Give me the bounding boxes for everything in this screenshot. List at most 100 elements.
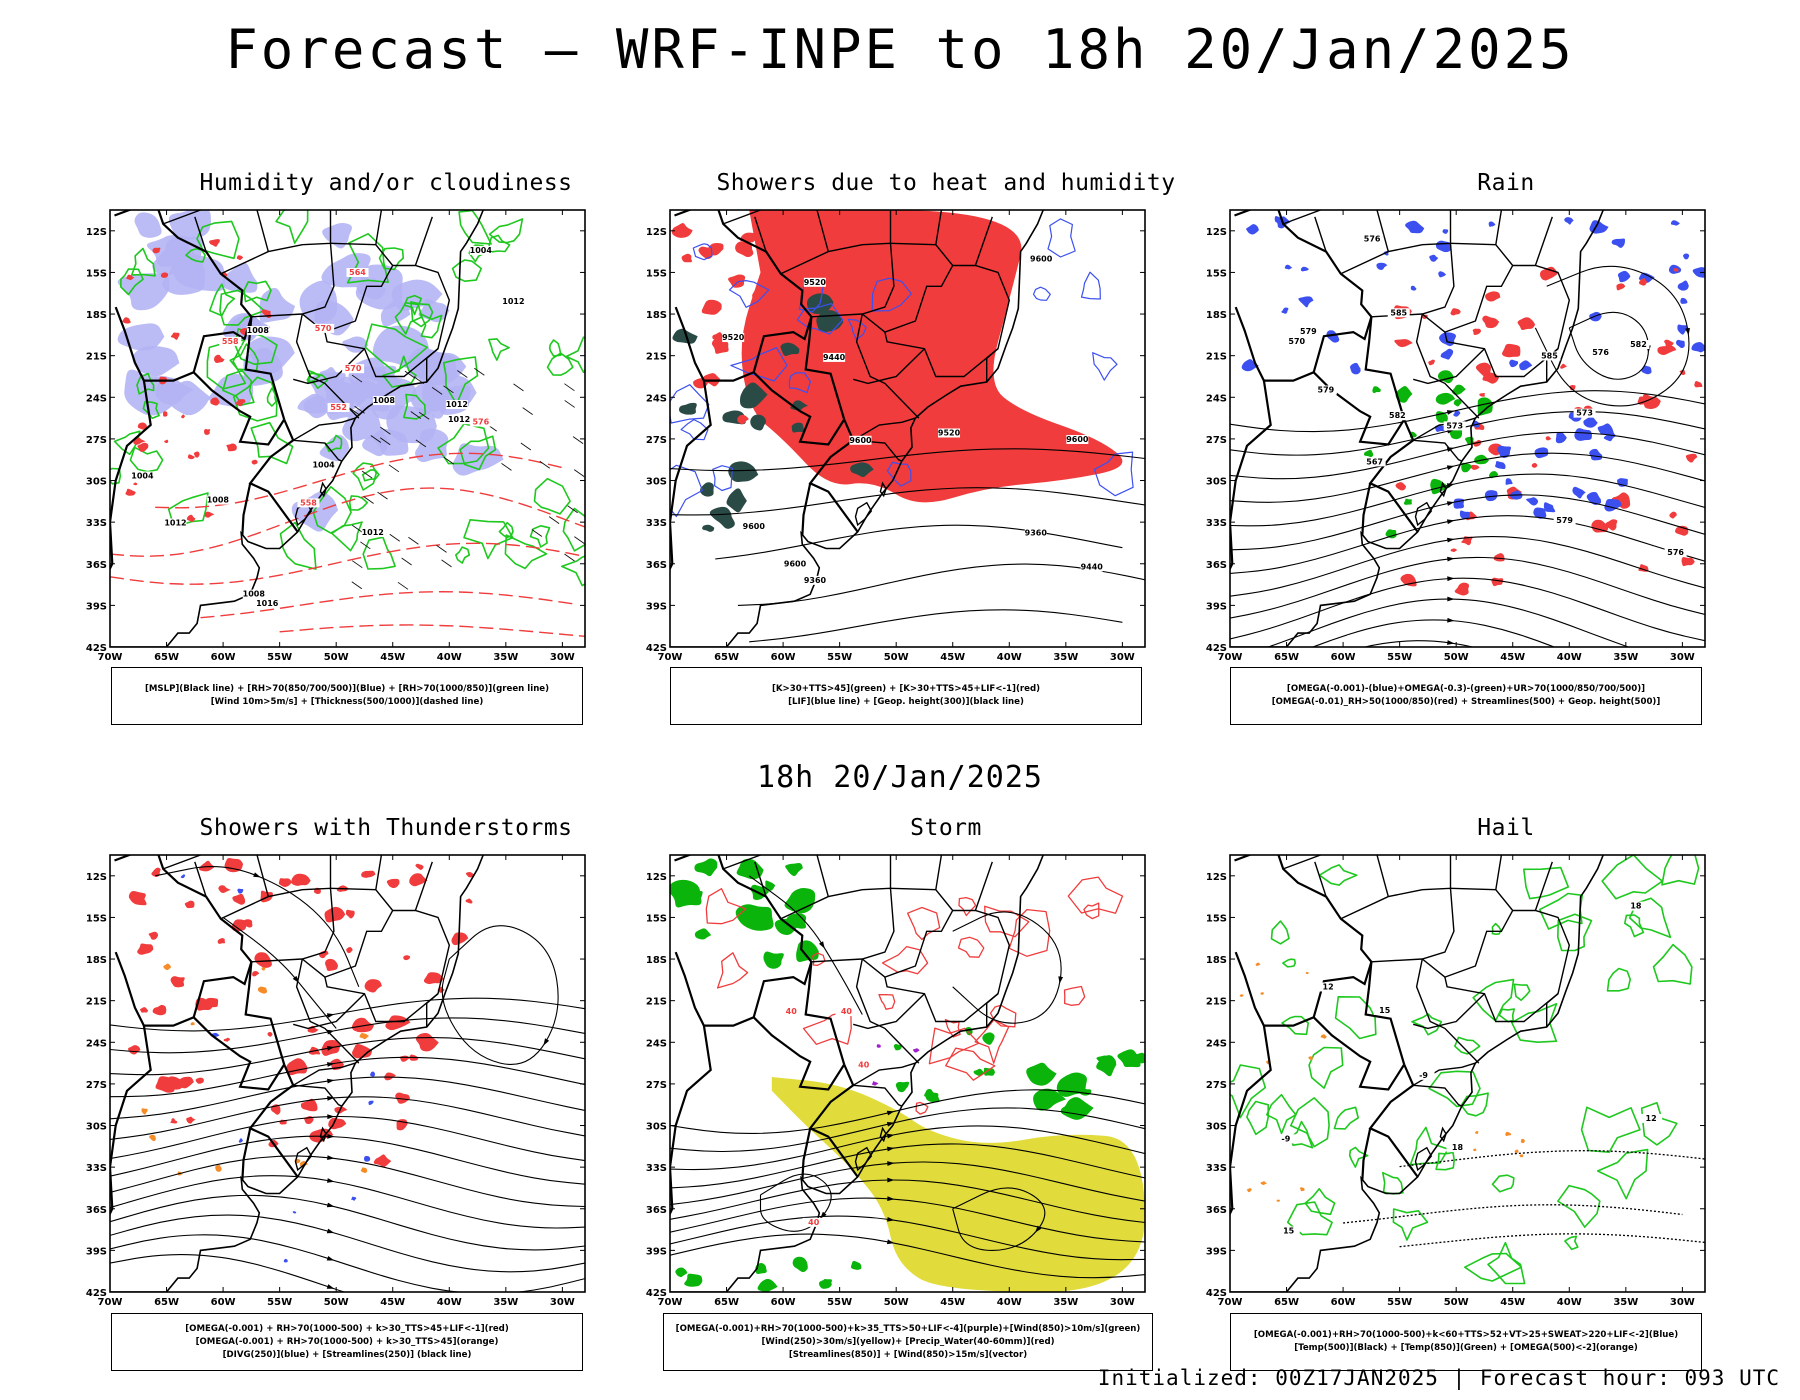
contour-label: 1012 — [164, 519, 186, 528]
lon-label: 55W — [827, 652, 852, 663]
omega-blue — [1405, 220, 1425, 234]
omega500-orange — [1520, 1138, 1525, 1144]
label-bg — [1297, 327, 1320, 337]
omega-blue — [1603, 431, 1617, 442]
label-bg — [1640, 1113, 1663, 1123]
lif-contour — [1080, 271, 1101, 300]
country-border — [1234, 306, 1373, 382]
wind-arrow — [443, 456, 455, 465]
country-border — [1368, 1064, 1419, 1178]
temp850-contour — [1464, 1252, 1523, 1282]
streamline-arrow — [326, 1202, 335, 1208]
wind-arrow — [457, 370, 468, 378]
country-border — [110, 380, 152, 571]
streamline-arrow — [326, 1013, 335, 1018]
thickness-line — [110, 487, 585, 557]
lif-contour — [847, 318, 867, 341]
contour-label: 1008 — [373, 396, 396, 405]
wind850-green — [736, 858, 764, 880]
streamline-arrow — [1447, 576, 1455, 582]
geop-line — [749, 609, 1123, 643]
lon-label: 70W — [1218, 652, 1243, 663]
land — [670, 210, 1044, 647]
label-bg — [722, 333, 745, 343]
lon-label: 45W — [380, 1297, 405, 1308]
lon-label: 65W — [714, 1297, 739, 1308]
storm-purple — [912, 1048, 920, 1053]
thunder-red — [140, 1007, 149, 1013]
omega-red — [1560, 363, 1568, 369]
lon-label: 45W — [940, 1297, 965, 1308]
thunder-red — [148, 931, 158, 940]
omega-red — [1485, 291, 1501, 302]
legend-line: [Streamlines(850)] + [Wind(850)>15m/s](v… — [788, 1349, 1028, 1360]
country-border — [192, 371, 286, 446]
state-border — [852, 1062, 916, 1086]
omega500-orange — [1505, 1131, 1512, 1137]
lif-contour — [796, 303, 844, 335]
temp850-contour — [1606, 967, 1631, 992]
label-bg — [164, 518, 187, 528]
temp850-contour — [1580, 1106, 1641, 1153]
label-bg — [346, 268, 369, 278]
omega-blue — [1677, 280, 1689, 291]
contour-label: 18 — [1630, 902, 1642, 911]
state-border — [162, 855, 201, 870]
contour-label: 576 — [1592, 348, 1609, 357]
panel-rain: Rain 576 585 582 585 582 579 579 576 573 570 567 57… — [1200, 170, 1760, 710]
label-bg — [1363, 457, 1386, 467]
lat-label: 15S — [86, 913, 107, 924]
thickness-line — [279, 624, 585, 637]
state-border — [1444, 909, 1571, 1023]
streamline-arrow — [887, 1216, 895, 1222]
lif-contour — [692, 243, 713, 261]
divergence-blue — [237, 888, 244, 894]
omega500-orange — [1255, 962, 1261, 966]
label-bg — [1024, 528, 1047, 538]
omega-blue — [1586, 491, 1602, 505]
label-bg — [242, 589, 265, 599]
label-bg — [1361, 234, 1384, 244]
wind850-green — [850, 1260, 862, 1270]
lat-label: 33S — [1206, 1163, 1227, 1174]
red-dots — [163, 411, 168, 417]
map-content: 40 40 40 40 — [670, 855, 1145, 1292]
precip-water-contour — [984, 905, 1030, 938]
contour-label: 567 — [1366, 457, 1383, 466]
lat-label: 33S — [86, 518, 107, 529]
thunder-red — [218, 885, 231, 893]
lat-label: 42S — [86, 1288, 107, 1299]
divergence-blue — [370, 1071, 375, 1077]
rh-contour — [410, 301, 434, 328]
red-dots — [137, 442, 149, 452]
humidity-shade — [208, 374, 254, 407]
lat-label: 12S — [86, 227, 107, 238]
state-border — [935, 210, 943, 245]
contour-label: 1016 — [256, 599, 279, 608]
state-border — [1495, 210, 1503, 245]
map: 576 585 582 585 582 579 579 576 573 570 567 576 573 5… — [1206, 209, 1706, 663]
streamline-arrow — [253, 872, 261, 878]
label-bg — [1538, 351, 1561, 361]
humidity-shade — [222, 262, 258, 293]
contour-label: 576 — [1364, 235, 1381, 244]
rh-contour — [279, 521, 317, 570]
state-border — [1546, 993, 1559, 1027]
omega-red — [1472, 328, 1482, 335]
contour-label: 1012 — [362, 528, 384, 537]
panel-title: Hail — [1477, 815, 1535, 841]
wind-arrow — [441, 559, 452, 568]
country-border — [114, 951, 253, 1027]
rh-contour — [222, 369, 255, 406]
precip-water-contour — [945, 1047, 996, 1081]
legend-line: [OMEGA(-0.001) + RH>70(1000-500) + k>30_… — [195, 1336, 499, 1347]
land — [670, 855, 1044, 1292]
humidity-shade — [342, 407, 385, 442]
label-bg — [1589, 348, 1612, 358]
lif-contour — [788, 372, 811, 394]
temp850-contour — [1640, 1102, 1678, 1146]
contour-label: 40 — [858, 1060, 870, 1069]
lat-label: 30S — [646, 477, 667, 488]
streamline-arrow — [327, 1114, 335, 1120]
map: 1008 1012 1004 1008 1008 1012 1004 1008 1012 1012… — [86, 209, 586, 663]
